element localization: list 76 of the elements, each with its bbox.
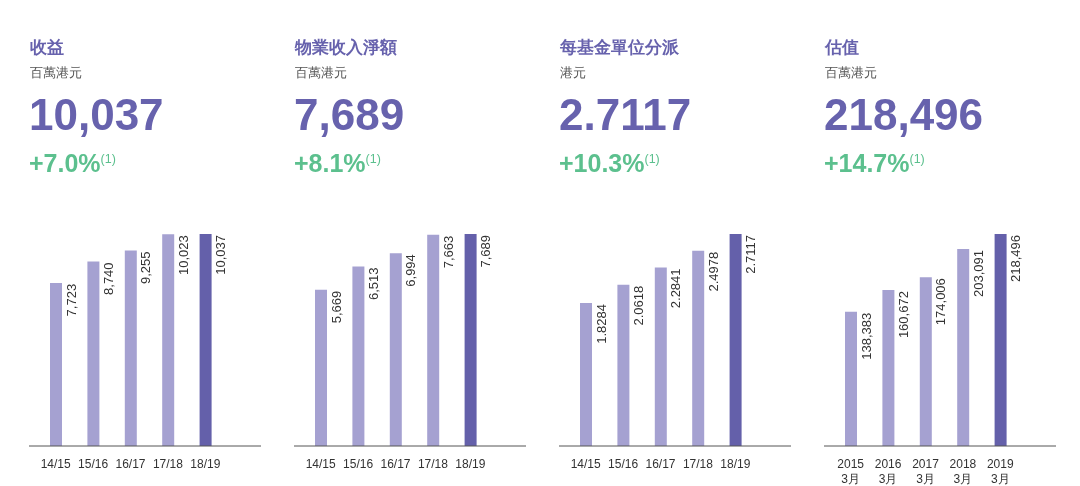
bar: [729, 234, 742, 446]
x-tick-label: 2016 3月: [874, 457, 902, 486]
x-tick-label: 14/15: [570, 457, 602, 472]
bar: [389, 253, 402, 446]
chart-subtitle: 百萬港元: [30, 65, 82, 81]
data-label: 10,023: [175, 235, 191, 276]
chart-subtitle: 港元: [560, 65, 586, 81]
bar: [580, 303, 592, 446]
x-tick-label: 2019 3月: [986, 457, 1014, 486]
bar: [882, 290, 895, 446]
x-tick-label: 18/19: [190, 457, 221, 472]
bar: [654, 267, 667, 446]
x-tick-label: 17/18: [152, 457, 184, 472]
x-tick-label: 17/18: [682, 457, 714, 472]
data-label: 8,740: [100, 262, 116, 295]
bar: [50, 282, 62, 446]
data-label: 218,496: [1008, 235, 1024, 282]
text: 10,037: [29, 90, 164, 139]
bar: [124, 250, 137, 446]
text: +8.1%$^{(1)}$: [294, 148, 381, 178]
x-tick-label: 2017 3月: [912, 457, 940, 486]
x-tick-label: 18/19: [455, 457, 486, 472]
bar: [919, 277, 932, 446]
bar: [617, 284, 630, 446]
data-label: 6,513: [365, 267, 381, 300]
text: +14.7%$^{(1)}$: [824, 148, 925, 178]
text: 2.7117: [559, 90, 692, 139]
text: 7,689: [294, 90, 405, 139]
bar: [199, 234, 212, 446]
data-label: 2.2841: [668, 268, 684, 309]
bar: [692, 250, 705, 446]
chart-subtitle: 百萬港元: [295, 65, 347, 81]
bar: [162, 234, 175, 446]
data-label: 1.8284: [593, 304, 609, 344]
x-tick-label: 15/16: [608, 457, 639, 472]
bar: [845, 311, 857, 446]
bar: [464, 234, 477, 446]
data-label: 9,255: [138, 251, 154, 285]
x-tick-label: 18/19: [720, 457, 751, 472]
chart-title: 每基金單位分派: [560, 38, 679, 58]
chart-title: 物業收入淨額: [295, 38, 397, 58]
data-label: 2.7117: [743, 235, 759, 274]
x-tick-label: 16/17: [380, 457, 411, 472]
data-label: 7,663: [440, 235, 456, 269]
x-tick-label: 2015 3月: [837, 457, 865, 486]
data-label: 5,669: [328, 290, 344, 324]
chart-title: 估值: [825, 38, 859, 58]
data-label: 6,994: [403, 254, 419, 287]
bar: [87, 261, 100, 446]
data-label: 10,037: [213, 235, 229, 275]
text: 218,496: [824, 90, 984, 139]
bar: [352, 266, 365, 446]
data-label: 7,689: [478, 235, 494, 268]
data-label: 138,383: [858, 312, 874, 360]
text: +10.3%$^{(1)}$: [559, 148, 660, 178]
chart-subtitle: 百萬港元: [825, 65, 877, 81]
bar: [315, 289, 327, 446]
x-tick-label: 2018 3月: [949, 457, 977, 486]
bar: [427, 234, 440, 446]
x-tick-label: 16/17: [115, 457, 146, 472]
data-label: 2.0618: [630, 285, 646, 326]
chart-title: 收益: [30, 38, 64, 58]
bar: [957, 248, 970, 446]
data-label: 203,091: [970, 249, 986, 297]
x-tick-label: 16/17: [645, 457, 676, 472]
bar: [994, 234, 1007, 446]
data-label: 7,723: [63, 283, 79, 317]
x-tick-label: 17/18: [417, 457, 449, 472]
data-label: 174,006: [933, 278, 949, 326]
x-tick-label: 14/15: [305, 457, 337, 472]
data-label: 160,672: [895, 291, 911, 339]
data-label: 2.4978: [705, 251, 721, 292]
x-tick-label: 15/16: [78, 457, 109, 472]
x-tick-label: 14/15: [40, 457, 72, 472]
x-tick-label: 15/16: [343, 457, 374, 472]
text: +7.0%$^{(1)}$: [29, 148, 116, 178]
